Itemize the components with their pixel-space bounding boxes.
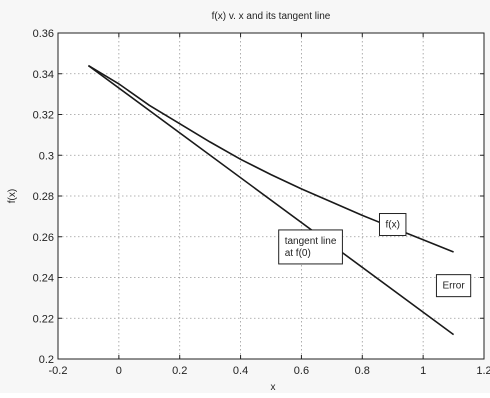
- y-tick-label: 0.24: [33, 273, 54, 285]
- annotation-label: Error: [442, 281, 465, 292]
- y-tick-label: 0.34: [33, 69, 54, 81]
- y-tick-label: 0.36: [33, 28, 54, 40]
- x-tick-label: 0.4: [233, 365, 248, 377]
- y-tick-label: 0.22: [33, 313, 54, 325]
- y-tick-label: 0.32: [33, 110, 54, 122]
- x-axis-label: x: [271, 382, 276, 393]
- x-tick-label: -0.2: [49, 365, 68, 377]
- y-tick-label: 0.26: [33, 232, 54, 244]
- x-tick-label: 0: [116, 365, 122, 377]
- y-tick-label: 0.3: [39, 150, 54, 162]
- annotation-box: [378, 213, 407, 237]
- axis-ticks: -0.2 0 0.2 0.4 0.6 0.8 1 1.2 0.2 0.22 0.24 0.26 0.28…: [33, 28, 490, 377]
- annotation-label: at f(0): [285, 248, 311, 259]
- y-axis-label: f(x): [7, 189, 18, 203]
- x-tick-label: 1.2: [476, 365, 490, 377]
- chart-title: f(x) v. x and its tangent line: [212, 11, 331, 22]
- grid-lines: [58, 33, 484, 359]
- annotation: Error: [435, 274, 472, 298]
- x-tick-label: 1: [420, 365, 426, 377]
- x-tick-label: 0.2: [172, 365, 187, 377]
- annotation-label: f(x): [385, 220, 399, 231]
- annotation: f(x): [378, 213, 407, 237]
- y-tick-label: 0.2: [39, 354, 54, 366]
- x-tick-label: 0.6: [294, 365, 309, 377]
- x-tick-label: 0.8: [355, 365, 370, 377]
- annotation-box: [435, 274, 472, 298]
- tangent-line: [87, 64, 455, 336]
- annotation-box: [278, 229, 343, 265]
- y-tick-label: 0.28: [33, 191, 54, 203]
- annotation-label: tangent line: [285, 236, 337, 247]
